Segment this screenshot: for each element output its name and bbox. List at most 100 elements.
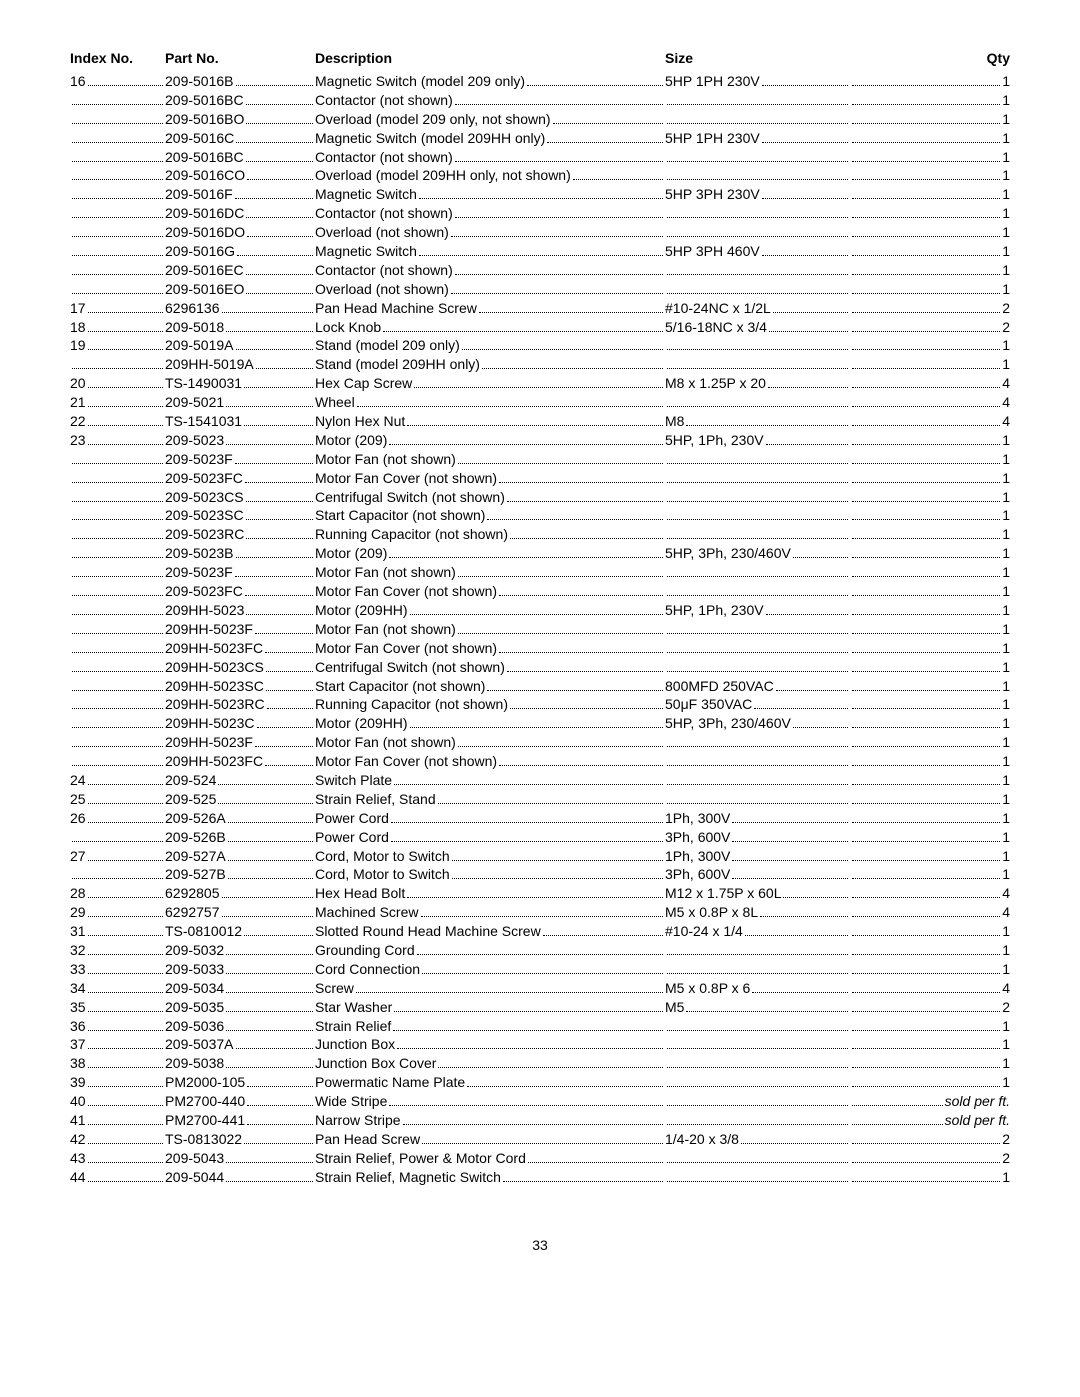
table-row: 209-5016DCContactor (not shown)1 [70, 204, 1010, 223]
table-row: 19209-5019AStand (model 209 only)1 [70, 336, 1010, 355]
cell-size [665, 217, 850, 221]
cell-part: 209-5043 [165, 1149, 315, 1168]
table-row: 209HH-5023FMotor Fan (not shown)1 [70, 733, 1010, 752]
cell-description: Grounding Cord [315, 941, 665, 960]
cell-part: 209-5023RC [165, 525, 315, 544]
cell-description: Running Capacitor (not shown) [315, 695, 665, 714]
cell-index: 33 [70, 960, 165, 979]
cell-index: 39 [70, 1073, 165, 1092]
cell-description: Motor Fan Cover (not shown) [315, 469, 665, 488]
cell-part: 209-5037A [165, 1035, 315, 1054]
cell-part: 209-5023FC [165, 582, 315, 601]
cell-part: 209-5016B [165, 72, 315, 91]
cell-part: 209-526B [165, 828, 315, 847]
cell-part: 209-5016EO [165, 280, 315, 299]
cell-description: Pan Head Machine Screw [315, 299, 665, 318]
cell-qty: 1 [850, 72, 1010, 91]
cell-part: 209-5034 [165, 979, 315, 998]
table-row: 25209-525Strain Relief, Stand1 [70, 790, 1010, 809]
cell-size: M5 x 0.8P x 6 [665, 979, 850, 998]
cell-size: #10-24 x 1/4 [665, 922, 850, 941]
cell-qty: 1 [850, 204, 1010, 223]
cell-size [665, 161, 850, 165]
table-row: 209-5016BCContactor (not shown)1 [70, 148, 1010, 167]
cell-size [665, 671, 850, 675]
cell-qty: 1 [850, 752, 1010, 771]
cell-qty: 1 [850, 166, 1010, 185]
table-row: 209-5016GMagnetic Switch5HP 3PH 460V1 [70, 242, 1010, 261]
header-part: Part No. [165, 50, 315, 66]
cell-description: Cord Connection [315, 960, 665, 979]
cell-size [665, 595, 850, 599]
cell-index [70, 708, 165, 712]
cell-size [665, 1030, 850, 1034]
cell-size [665, 519, 850, 523]
cell-part: 209-5016CO [165, 166, 315, 185]
cell-size: 5HP, 3Ph, 230/460V [665, 714, 850, 733]
cell-qty: 1 [850, 865, 1010, 884]
table-row: 39PM2000-105Powermatic Name Plate1 [70, 1073, 1010, 1092]
table-row: 209HH-5023CMotor (209HH)5HP, 3Ph, 230/46… [70, 714, 1010, 733]
header-size: Size [665, 50, 850, 66]
cell-part: 209HH-5023F [165, 733, 315, 752]
cell-index [70, 179, 165, 183]
cell-size: 5HP, 1Ph, 230V [665, 431, 850, 450]
cell-index [70, 746, 165, 750]
cell-size: M12 x 1.75P x 60L [665, 884, 850, 903]
cell-part: 6292757 [165, 903, 315, 922]
cell-description: Overload (model 209HH only, not shown) [315, 166, 665, 185]
cell-description: Overload (not shown) [315, 223, 665, 242]
cell-description: Overload (not shown) [315, 280, 665, 299]
cell-description: Machined Screw [315, 903, 665, 922]
cell-qty: 1 [850, 1035, 1010, 1054]
cell-size [665, 274, 850, 278]
cell-description: Centrifugal Switch (not shown) [315, 488, 665, 507]
cell-part: 209-525 [165, 790, 315, 809]
cell-qty: 1 [850, 280, 1010, 299]
cell-description: Junction Box [315, 1035, 665, 1054]
cell-qty: 1 [850, 185, 1010, 204]
cell-description: Power Cord [315, 809, 665, 828]
table-row: 42TS-0813022Pan Head Screw1/4-20 x 3/82 [70, 1130, 1010, 1149]
cell-qty: 1 [850, 639, 1010, 658]
cell-qty: 1 [850, 223, 1010, 242]
cell-part: 209-5016C [165, 129, 315, 148]
cell-index: 34 [70, 979, 165, 998]
cell-size: M8 x 1.25P x 20 [665, 374, 850, 393]
cell-index: 28 [70, 884, 165, 903]
table-row: 209-526BPower Cord3Ph, 600V1 [70, 828, 1010, 847]
cell-qty: 2 [850, 1130, 1010, 1149]
cell-qty: 4 [850, 903, 1010, 922]
cell-description: Start Capacitor (not shown) [315, 506, 665, 525]
table-row: 209HH-5023RCRunning Capacitor (not shown… [70, 695, 1010, 714]
cell-index: 19 [70, 336, 165, 355]
cell-qty: 1 [850, 506, 1010, 525]
cell-size: 5/16-18NC x 3/4 [665, 318, 850, 337]
cell-qty: 1 [850, 563, 1010, 582]
table-row: 209-5016DOOverload (not shown)1 [70, 223, 1010, 242]
cell-description: Stand (model 209 only) [315, 336, 665, 355]
table-row: 27209-527ACord, Motor to Switch1Ph, 300V… [70, 847, 1010, 866]
cell-part: 209-5023CS [165, 488, 315, 507]
table-row: 34209-5034ScrewM5 x 0.8P x 64 [70, 979, 1010, 998]
cell-part: 209HH-5023RC [165, 695, 315, 714]
cell-part: 209HH-5023FC [165, 639, 315, 658]
cell-index: 44 [70, 1168, 165, 1187]
cell-part: PM2000-105 [165, 1073, 315, 1092]
cell-size [665, 123, 850, 127]
cell-qty: 1 [850, 733, 1010, 752]
cell-index: 20 [70, 374, 165, 393]
table-row: 36209-5036Strain Relief1 [70, 1017, 1010, 1036]
cell-description: Wheel [315, 393, 665, 412]
cell-description: Pan Head Screw [315, 1130, 665, 1149]
cell-part: PM2700-440 [165, 1092, 315, 1111]
cell-size: M5 [665, 998, 850, 1017]
cell-index [70, 671, 165, 675]
cell-index [70, 161, 165, 165]
cell-part: 209-5016BC [165, 91, 315, 110]
cell-description: Star Washer [315, 998, 665, 1017]
table-row: 209-5016COOverload (model 209HH only, no… [70, 166, 1010, 185]
cell-index: 24 [70, 771, 165, 790]
cell-size [665, 368, 850, 372]
cell-qty: 2 [850, 299, 1010, 318]
